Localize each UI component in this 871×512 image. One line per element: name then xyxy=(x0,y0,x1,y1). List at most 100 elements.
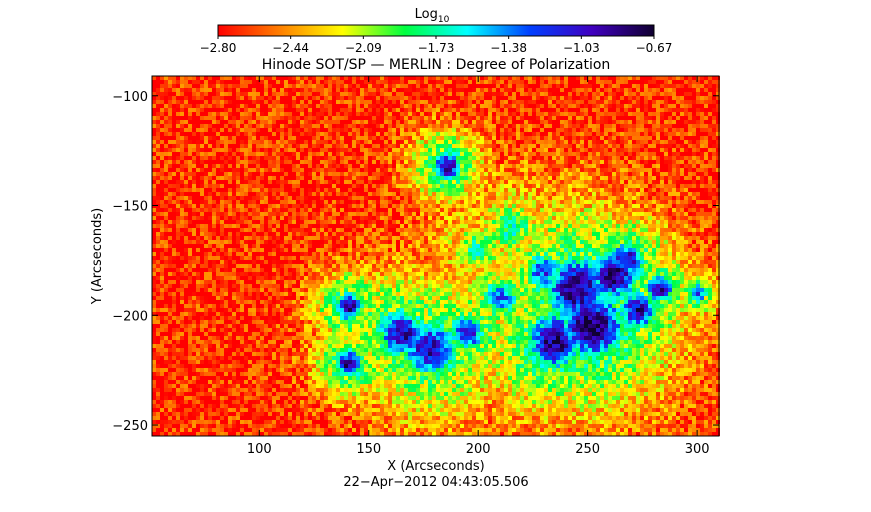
map-cell xyxy=(496,180,500,184)
map-cell xyxy=(492,120,496,124)
map-cell xyxy=(516,136,520,140)
map-cell xyxy=(172,116,176,120)
map-cell xyxy=(236,88,240,92)
map-cell xyxy=(304,120,308,124)
map-cell xyxy=(364,152,368,156)
map-cell xyxy=(292,108,296,112)
map-cell xyxy=(332,200,336,204)
map-cell xyxy=(252,204,256,208)
map-cell xyxy=(588,208,592,212)
map-cell xyxy=(376,128,380,132)
map-cell xyxy=(260,136,264,140)
map-cell xyxy=(644,148,648,152)
map-cell xyxy=(708,200,712,204)
map-cell xyxy=(492,84,496,88)
map-cell xyxy=(188,136,192,140)
map-cell xyxy=(552,92,556,96)
map-cell xyxy=(580,100,584,104)
map-cell xyxy=(676,96,680,100)
map-cell xyxy=(440,172,444,176)
map-cell xyxy=(496,184,500,188)
map-cell xyxy=(272,112,276,116)
map-cell xyxy=(248,184,252,188)
map-cell xyxy=(220,108,224,112)
map-cell xyxy=(624,192,628,196)
map-cell xyxy=(624,136,628,140)
map-cell xyxy=(448,88,452,92)
map-cell xyxy=(240,84,244,88)
map-cell xyxy=(460,140,464,144)
map-cell xyxy=(236,164,240,168)
map-cell xyxy=(536,108,540,112)
map-cell xyxy=(448,80,452,84)
map-cell xyxy=(716,160,720,164)
map-cell xyxy=(316,156,320,160)
map-cell xyxy=(292,76,296,80)
map-cell xyxy=(420,104,424,108)
map-cell xyxy=(584,180,588,184)
map-cell xyxy=(480,116,484,120)
map-cell xyxy=(200,132,204,136)
map-cell xyxy=(220,112,224,116)
map-cell xyxy=(620,188,624,192)
map-cell xyxy=(672,84,676,88)
map-cell xyxy=(192,172,196,176)
map-cell xyxy=(168,140,172,144)
map-cell xyxy=(636,88,640,92)
map-cell xyxy=(532,184,536,188)
map-cell xyxy=(632,132,636,136)
map-cell xyxy=(636,196,640,200)
map-cell xyxy=(572,108,576,112)
map-cell xyxy=(544,200,548,204)
map-cell xyxy=(344,120,348,124)
map-cell xyxy=(372,88,376,92)
map-cell xyxy=(608,140,612,144)
map-cell xyxy=(404,88,408,92)
map-cell xyxy=(656,96,660,100)
map-cell xyxy=(536,100,540,104)
map-cell xyxy=(616,144,620,148)
map-cell xyxy=(328,184,332,188)
map-cell xyxy=(328,124,332,128)
map-cell xyxy=(204,84,208,88)
map-cell xyxy=(228,116,232,120)
map-cell xyxy=(604,152,608,156)
map-cell xyxy=(640,148,644,152)
map-cell xyxy=(684,200,688,204)
map-cell xyxy=(428,156,432,160)
map-cell xyxy=(340,172,344,176)
map-cell xyxy=(568,132,572,136)
map-cell xyxy=(348,148,352,152)
map-cell xyxy=(672,148,676,152)
map-cell xyxy=(532,196,536,200)
map-cell xyxy=(408,76,412,80)
map-cell xyxy=(432,88,436,92)
map-cell xyxy=(268,112,272,116)
map-cell xyxy=(292,212,296,216)
map-cell xyxy=(596,100,600,104)
map-cell xyxy=(232,164,236,168)
map-cell xyxy=(176,216,180,220)
map-cell xyxy=(704,132,708,136)
map-cell xyxy=(612,108,616,112)
map-cell xyxy=(532,152,536,156)
map-cell xyxy=(216,144,220,148)
map-cell xyxy=(628,164,632,168)
map-cell xyxy=(536,88,540,92)
map-cell xyxy=(640,120,644,124)
map-cell xyxy=(548,164,552,168)
map-cell xyxy=(504,128,508,132)
map-cell xyxy=(504,192,508,196)
map-cell xyxy=(580,156,584,160)
map-cell xyxy=(452,96,456,100)
map-cell xyxy=(444,208,448,212)
map-cell xyxy=(468,120,472,124)
map-cell xyxy=(588,84,592,88)
map-cell xyxy=(196,212,200,216)
map-cell xyxy=(712,172,716,176)
map-cell xyxy=(240,96,244,100)
map-cell xyxy=(604,212,608,216)
map-cell xyxy=(196,156,200,160)
map-cell xyxy=(620,120,624,124)
map-cell xyxy=(668,132,672,136)
